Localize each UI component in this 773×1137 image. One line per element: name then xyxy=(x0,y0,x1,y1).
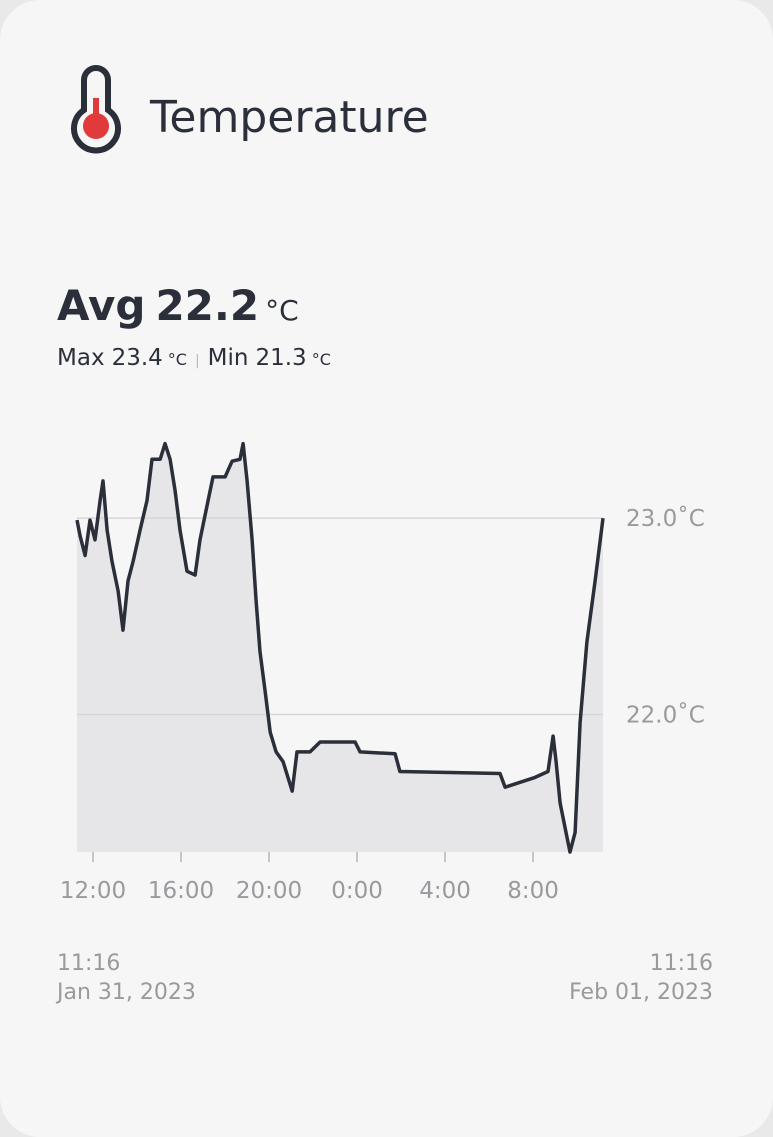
max-unit: °C xyxy=(168,350,187,369)
y-tick-label: 23.0˚C xyxy=(626,505,705,532)
x-tick-label: 8:00 xyxy=(507,878,559,904)
max-value: 23.4 xyxy=(112,345,163,371)
avg-value: 22.2 xyxy=(155,281,259,330)
y-tick-label: 22.0˚C xyxy=(626,702,705,729)
range-stat: Max 23.4 °C | Min 21.3 °C xyxy=(57,345,331,371)
min-unit: °C xyxy=(312,350,331,369)
end-date: Feb 01, 2023 xyxy=(569,980,713,1005)
min-value: 21.3 xyxy=(255,345,306,371)
x-tick-label: 12:00 xyxy=(60,878,126,904)
title: Temperature xyxy=(149,92,429,143)
x-tick-label: 16:00 xyxy=(148,878,214,904)
area xyxy=(77,443,603,852)
thermometer-icon xyxy=(71,65,121,154)
separator: | xyxy=(195,353,200,369)
avg-stat: Avg 22.2 °C xyxy=(57,281,299,330)
start-date: Jan 31, 2023 xyxy=(55,980,196,1005)
max-label: Max xyxy=(57,345,105,371)
x-tick-label: 0:00 xyxy=(331,878,383,904)
start-time: 11:16 xyxy=(57,951,120,976)
min-label: Min xyxy=(208,345,249,371)
x-tick-label: 4:00 xyxy=(419,878,471,904)
end-time: 11:16 xyxy=(650,951,713,976)
avg-label: Avg xyxy=(57,281,145,330)
x-tick-label: 20:00 xyxy=(236,878,302,904)
footer: 11:16 Jan 31, 2023 11:16 Feb 01, 2023 xyxy=(55,951,713,1005)
avg-unit: °C xyxy=(265,294,299,327)
line xyxy=(75,441,605,854)
